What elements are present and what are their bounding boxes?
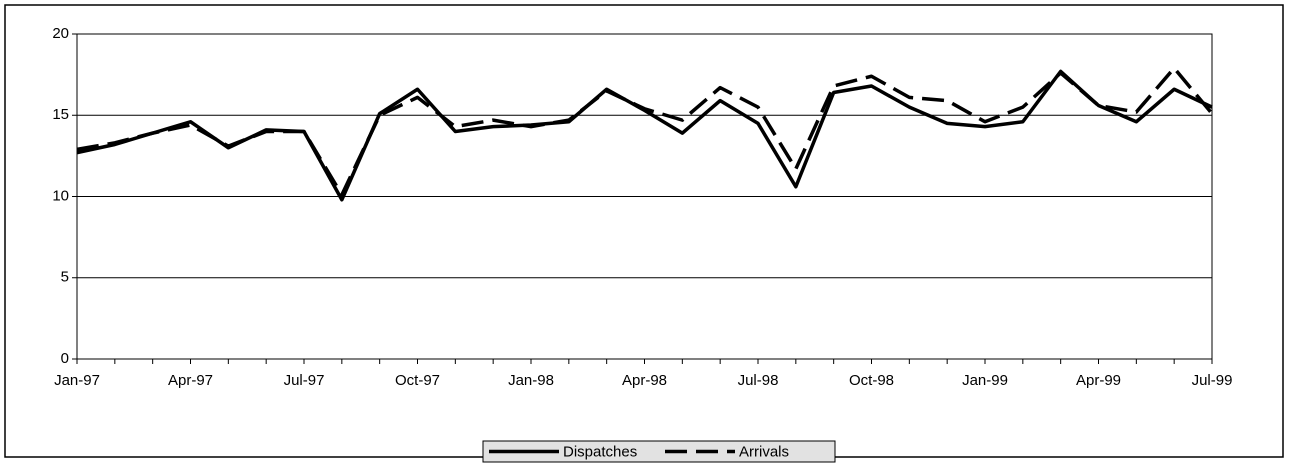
legend-box (482, 440, 836, 463)
x-tick-label: Jan-99 (962, 372, 1008, 389)
x-tick-label: Jan-98 (508, 372, 554, 389)
x-tick-label: Jul-99 (1192, 372, 1233, 389)
y-tick-label: 0 (61, 350, 69, 367)
y-tick-label: 5 (61, 269, 69, 286)
x-tick-label: Apr-99 (1076, 372, 1121, 389)
x-tick-label: Jul-97 (284, 372, 325, 389)
x-tick-label: Jul-98 (738, 372, 779, 389)
y-tick-label: 10 (52, 187, 69, 204)
x-tick-label: Jan-97 (54, 372, 100, 389)
data-line (76, 69, 1213, 202)
x-tick-label: Oct-97 (395, 372, 440, 389)
x-tick-label: Apr-98 (622, 372, 667, 389)
x-tick-label: Apr-97 (168, 372, 213, 389)
legend-label: Dispatches (563, 443, 637, 460)
y-tick-label: 20 (52, 25, 69, 42)
x-tick-label: Oct-98 (849, 372, 894, 389)
y-tick-label: 15 (52, 106, 69, 123)
legend-label: Arrivals (739, 443, 789, 460)
